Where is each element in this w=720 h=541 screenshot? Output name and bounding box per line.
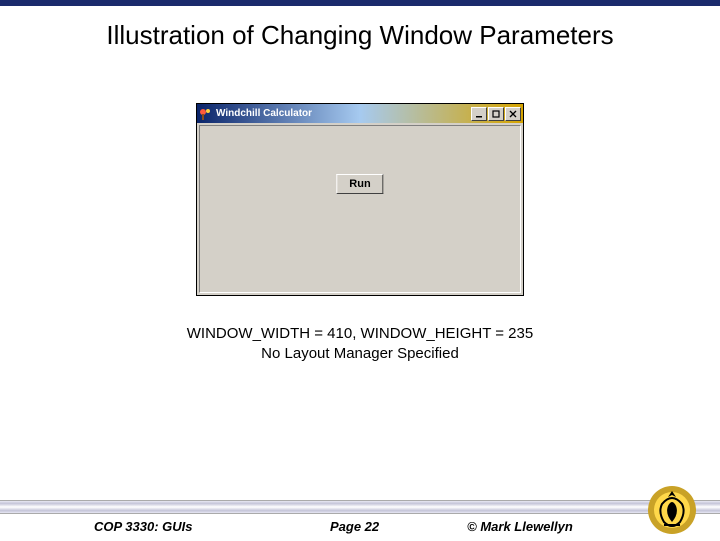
caption: WINDOW_WIDTH = 410, WINDOW_HEIGHT = 235 … (187, 324, 533, 365)
footer-band (0, 500, 720, 514)
app-icon (199, 107, 213, 121)
slide: Illustration of Changing Window Paramete… (0, 0, 720, 540)
ucf-logo (646, 484, 698, 536)
slide-title: Illustration of Changing Window Paramete… (0, 6, 720, 57)
footer-row: COP 3330: GUIs Page 22 © Mark Llewellyn (0, 519, 720, 534)
close-button[interactable] (505, 107, 521, 121)
content-area: Windchill Calculator Run WINDOW (0, 57, 720, 540)
run-button[interactable]: Run (336, 174, 383, 194)
footer-course: COP 3330: GUIs (94, 519, 262, 534)
window-body: Run (199, 125, 521, 293)
footer-copyright: © Mark Llewellyn (467, 519, 573, 534)
caption-line-2: No Layout Manager Specified (187, 344, 533, 364)
footer: COP 3330: GUIs Page 22 © Mark Llewellyn (0, 478, 720, 540)
minimize-button[interactable] (471, 107, 487, 121)
maximize-button[interactable] (488, 107, 504, 121)
window-title: Windchill Calculator (216, 108, 471, 119)
caption-line-1: WINDOW_WIDTH = 410, WINDOW_HEIGHT = 235 (187, 324, 533, 344)
footer-page: Page 22 (330, 519, 379, 534)
window-controls (471, 107, 521, 121)
app-window: Windchill Calculator Run (196, 103, 524, 296)
titlebar: Windchill Calculator (197, 104, 523, 123)
